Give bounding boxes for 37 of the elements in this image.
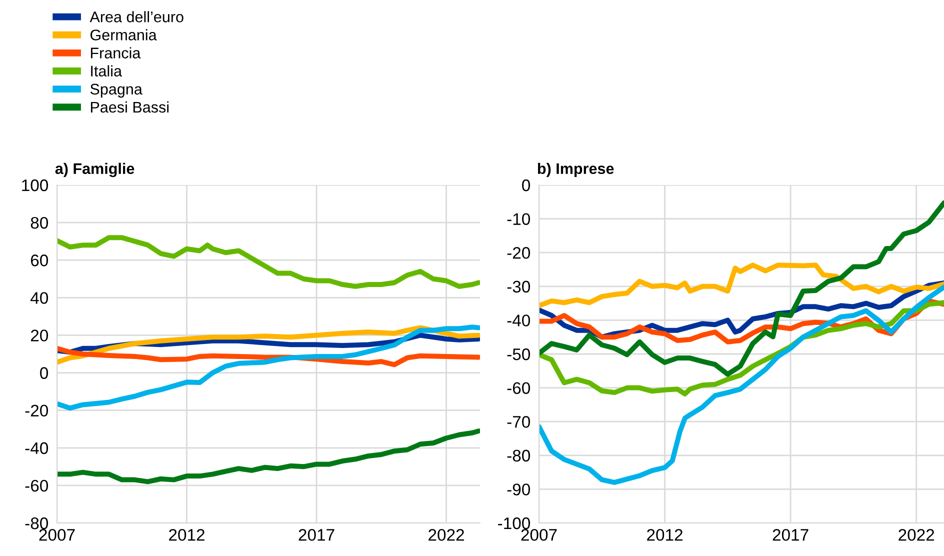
x-tick-label: 2022 <box>898 528 934 541</box>
y-tick-label: -20 <box>25 404 48 417</box>
y-tick-label: -90 <box>507 484 530 496</box>
legend-label: Area dell’euro <box>90 11 184 22</box>
y-tick-label: -60 <box>507 382 530 394</box>
y-tick-label: 20 <box>30 330 48 342</box>
y-tick-label: -30 <box>507 280 530 293</box>
chart-title: b) Imprese <box>538 162 614 178</box>
y-tick-label: -20 <box>507 247 530 259</box>
y-tick-label: -10 <box>507 213 530 226</box>
legend-label: Germania <box>90 29 157 40</box>
y-tick-label: -40 <box>507 314 530 326</box>
x-tick-label: 2012 <box>647 528 682 541</box>
y-tick-label: -100 <box>498 517 530 530</box>
y-tick-label: -40 <box>25 442 48 454</box>
y-tick-label: 0 <box>40 367 48 379</box>
y-tick-label: -70 <box>507 416 530 428</box>
y-tick-label: -80 <box>507 450 530 462</box>
y-tick-label: -80 <box>25 517 48 530</box>
y-tick-label: 40 <box>30 292 48 304</box>
legend-label: Spagna <box>90 84 142 98</box>
x-tick-label: 2017 <box>298 528 334 541</box>
y-tick-label: -60 <box>25 480 48 492</box>
legend-label: Paesi Bassi <box>90 101 169 113</box>
legend-label: Italia <box>91 65 122 77</box>
x-tick-label: 2007 <box>39 528 75 541</box>
y-tick-label: -50 <box>507 348 530 360</box>
x-tick-label: 2017 <box>772 528 808 541</box>
y-tick-label: 60 <box>30 254 48 266</box>
y-tick-label: 100 <box>22 179 48 192</box>
x-tick-label: 2007 <box>521 528 557 541</box>
x-tick-label: 2012 <box>169 528 204 541</box>
x-tick-label: 2022 <box>428 528 464 541</box>
chart-title: a) Famiglie <box>55 162 134 178</box>
y-tick-label: 80 <box>30 216 48 229</box>
legend-label: Francia <box>90 47 141 58</box>
y-tick-label: 0 <box>522 179 530 192</box>
